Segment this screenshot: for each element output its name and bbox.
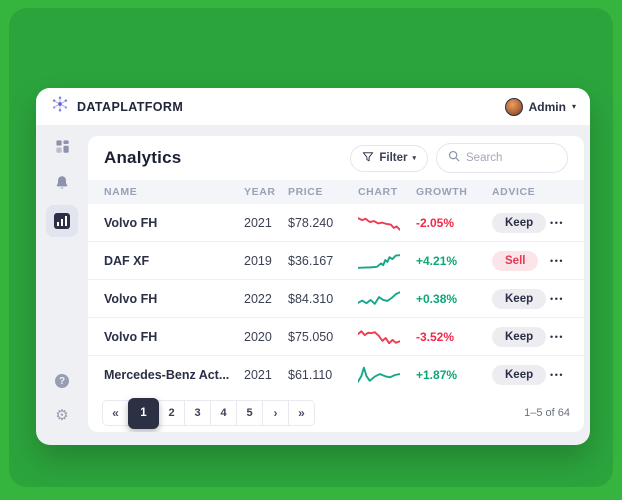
pagination-page-button[interactable]: 2	[158, 400, 185, 426]
cell-growth: +1.87%	[416, 368, 458, 382]
cell-advice: Keep	[492, 212, 550, 233]
table-row[interactable]: Volvo FH 2020 $75.050 -3.52% Keep •••	[88, 318, 584, 356]
advice-badge: Keep	[492, 288, 547, 309]
column-header-price: PRICE	[288, 186, 324, 198]
cell-advice: Keep	[492, 326, 550, 347]
sidebar: ? ⚙	[36, 125, 88, 445]
row-menu-icon[interactable]: •••	[550, 255, 564, 266]
pagination-buttons: «1 2 3 4 5 ›»	[102, 397, 315, 429]
advice-badge: Keep	[492, 365, 547, 385]
cell-advice: Sell	[492, 250, 550, 271]
brand: DATAPLATFORM	[50, 94, 183, 119]
row-menu-icon[interactable]: •••	[550, 217, 564, 228]
column-header-chart: CHART	[358, 186, 398, 198]
analytics-panel: Analytics Filter ▾	[88, 136, 584, 432]
funnel-icon	[362, 151, 374, 166]
cell-name: Volvo FH	[104, 215, 158, 230]
cell-year: 2019	[244, 253, 272, 268]
table-row[interactable]: Volvo FH 2022 $84.310 +0.38% Keep •••	[88, 280, 584, 318]
pagination-page-button[interactable]: 3	[184, 400, 211, 426]
filter-button[interactable]: Filter ▾	[350, 144, 428, 172]
sidebar-item-settings[interactable]: ⚙	[46, 399, 78, 431]
user-avatar	[504, 97, 523, 116]
cell-growth: -3.52%	[416, 329, 455, 344]
sidebar-item-notifications[interactable]	[46, 169, 78, 201]
user-menu[interactable]: Admin ▾	[504, 97, 576, 116]
cell-advice: Keep	[492, 288, 550, 309]
pagination-page-button[interactable]: 4	[210, 400, 237, 426]
cell-growth: -2.05%	[416, 215, 455, 230]
sparkline-chart	[358, 288, 416, 310]
cell-growth: +0.38%	[416, 291, 458, 306]
table-row[interactable]: DAF XF 2019 $36.167 +4.21% Sell •••	[88, 242, 584, 280]
chevron-down-icon: ▾	[412, 155, 416, 162]
cell-name: Volvo FH	[104, 291, 158, 306]
search-input[interactable]	[466, 152, 556, 164]
gear-icon: ⚙	[55, 406, 69, 424]
search-box[interactable]	[436, 143, 568, 173]
sidebar-item-analytics[interactable]	[46, 205, 78, 237]
sparkline-chart	[358, 364, 416, 386]
page-title: Analytics	[104, 148, 182, 167]
sidebar-item-help[interactable]: ?	[46, 365, 78, 397]
sidebar-item-dashboard[interactable]	[46, 133, 78, 165]
sparkline-chart	[358, 212, 416, 234]
advice-badge: Keep	[492, 326, 547, 347]
table-row[interactable]: Mercedes-Benz Act... 2021 $61.110 +1.87% Kee…	[88, 356, 584, 394]
bell-icon	[55, 175, 69, 195]
pagination-page-button[interactable]: 1	[128, 397, 159, 429]
column-header-year: YEAR	[244, 186, 276, 198]
cell-price: $84.310	[288, 291, 334, 306]
cell-year: 2021	[244, 215, 272, 230]
user-name: Admin	[528, 99, 566, 114]
pagination-range-label: 1–5 of 64	[524, 407, 570, 419]
pagination-next-button[interactable]: ›	[262, 400, 289, 426]
table-row[interactable]: Volvo FH 2021 $78.240 -2.05% Keep •••	[88, 204, 584, 242]
cell-price: $61.110	[288, 368, 333, 382]
cell-name: Volvo FH	[104, 329, 158, 344]
question-icon: ?	[55, 374, 69, 388]
cell-year: 2021	[244, 368, 272, 382]
pagination-page-button[interactable]: 5	[236, 400, 263, 426]
brand-name: DATAPLATFORM	[77, 99, 184, 114]
row-menu-icon[interactable]: •••	[550, 370, 564, 380]
pagination: «1 2 3 4 5 ›» 1–5 of 64	[88, 394, 584, 432]
cell-name: DAF XF	[104, 253, 150, 268]
row-menu-icon[interactable]: •••	[550, 331, 564, 342]
brand-logo-icon	[50, 94, 70, 119]
search-icon	[448, 149, 460, 167]
sparkline-chart	[358, 250, 416, 272]
column-header-name: NAME	[104, 186, 138, 198]
table-header: NAME YEAR PRICE CHART GROWTH ADVICE	[88, 180, 584, 204]
advice-badge: Sell	[492, 250, 539, 271]
bar-chart-icon	[54, 213, 70, 229]
cell-growth: +4.21%	[416, 253, 458, 268]
pagination-last-button[interactable]: »	[288, 400, 315, 426]
grid-icon	[55, 139, 70, 159]
cell-year: 2022	[244, 291, 272, 306]
card-body: ? ⚙ Analytics Filte	[36, 125, 590, 445]
pagination-first-button[interactable]: «	[102, 400, 129, 426]
cell-advice: Keep	[492, 365, 550, 385]
sparkline-chart	[358, 326, 416, 348]
top-bar: DATAPLATFORM Admin ▾	[36, 88, 590, 125]
row-menu-icon[interactable]: •••	[550, 293, 564, 304]
chevron-down-icon: ▾	[571, 102, 576, 111]
cell-price: $75.050	[288, 329, 334, 344]
filter-label: Filter	[379, 152, 408, 164]
table-body: Volvo FH 2021 $78.240 -2.05% Keep ••• DAF XF 20…	[88, 204, 584, 394]
cell-name: Mercedes-Benz Act...	[104, 368, 230, 382]
column-header-advice: ADVICE	[492, 186, 536, 198]
column-header-growth: GROWTH	[416, 186, 468, 198]
cell-year: 2020	[244, 329, 272, 344]
cell-price: $36.167	[288, 253, 334, 268]
cell-price: $78.240	[288, 215, 334, 230]
app-window: DATAPLATFORM Admin ▾	[36, 88, 590, 445]
advice-badge: Keep	[492, 212, 547, 233]
